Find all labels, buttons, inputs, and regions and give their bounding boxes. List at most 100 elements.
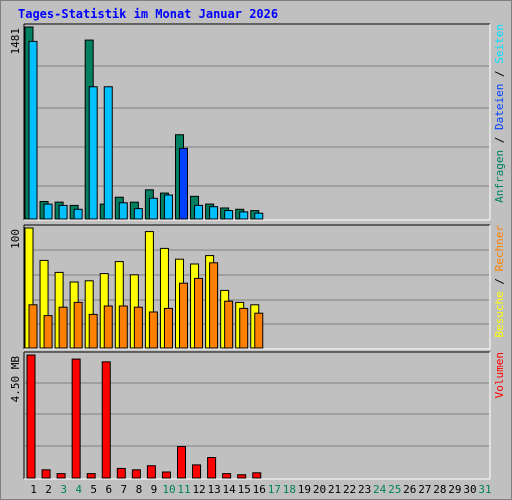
bar-top-dateien-day-8 — [133, 208, 143, 220]
x-tick-label-day-6: 6 — [105, 483, 112, 496]
bar-bottom-volumen-day-13 — [207, 457, 217, 479]
bar-bottom-volumen-day-6 — [101, 361, 111, 479]
legend-rechner: Rechner — [493, 225, 506, 272]
x-tick-label-day-19: 19 — [298, 483, 311, 496]
bar-top-dateien-day-12 — [194, 204, 204, 220]
bar-middle-rechner-day-7 — [118, 305, 128, 349]
x-tick-label-day-22: 22 — [343, 483, 356, 496]
bar-bottom-volumen-day-5 — [86, 473, 96, 479]
x-tick-label-day-5: 5 — [90, 483, 97, 496]
bar-bottom-volumen-day-12 — [192, 464, 202, 479]
x-tick-label-day-29: 29 — [448, 483, 461, 496]
legend-separator: / — [493, 64, 506, 84]
bar-middle-rechner-day-6 — [103, 305, 113, 349]
x-tick-label-day-30: 30 — [463, 483, 476, 496]
x-tick-label-day-26: 26 — [403, 483, 416, 496]
bar-middle-rechner-day-11 — [179, 282, 188, 349]
legend-besuche: Besuche — [493, 291, 506, 337]
bar-bottom-volumen-day-8 — [131, 469, 141, 479]
bar-top-dateien-day-6 — [103, 86, 113, 220]
legend-top: Anfragen / Dateien / Seiten — [493, 24, 506, 203]
bar-bottom-volumen-day-10 — [161, 471, 171, 479]
x-tick-label-day-10: 10 — [162, 483, 175, 496]
x-tick-label-day-8: 8 — [136, 483, 143, 496]
bar-bottom-volumen-day-9 — [146, 465, 156, 479]
bar-middle-rechner-day-5 — [88, 313, 98, 349]
x-tick-label-day-1: 1 — [30, 483, 37, 496]
bar-top-dateien-day-16 — [254, 212, 264, 220]
bar-top-dateien-day-15 — [239, 211, 249, 220]
plot-area — [24, 24, 490, 220]
bar-middle-rechner-day-8 — [133, 306, 143, 349]
x-tick-label-day-4: 4 — [75, 483, 82, 496]
bar-middle-rechner-day-14 — [224, 300, 234, 349]
legend-bottom: Volumen — [493, 352, 506, 398]
panel-bottom: 4.50 MB — [9, 351, 491, 480]
x-tick-label-day-14: 14 — [223, 483, 237, 496]
bar-top-dateien-day-13 — [209, 206, 219, 220]
bar-bottom-volumen-day-3 — [56, 473, 66, 479]
panel-top: 1481 — [9, 23, 491, 221]
bar-middle-rechner-day-3 — [58, 306, 68, 349]
y-tick-label: 1481 — [9, 28, 22, 55]
x-tick-label-day-23: 23 — [358, 483, 371, 496]
panel-middle: 100 — [9, 224, 491, 350]
bar-middle-rechner-day-9 — [148, 311, 158, 349]
x-tick-label-day-24: 24 — [373, 483, 387, 496]
chart-title: Tages-Statistik im Monat Januar 2026 — [18, 7, 279, 21]
x-tick-label-day-27: 27 — [418, 483, 431, 496]
y-tick-label: 100 — [9, 229, 22, 249]
bar-top-dateien-day-2 — [43, 203, 53, 220]
bar-top-dateien-day-3 — [58, 204, 68, 220]
legend-volumen: Volumen — [493, 352, 506, 398]
x-tick-label-day-31: 31 — [478, 483, 491, 496]
legend-separator: / — [493, 271, 506, 291]
bar-middle-rechner-day-2 — [43, 315, 53, 349]
bar-bottom-volumen-day-11 — [177, 446, 186, 479]
bar-top-dateien-day-1 — [28, 40, 38, 220]
bar-top-dateien-day-10 — [163, 194, 173, 220]
bar-middle-rechner-day-15 — [239, 307, 249, 349]
x-tick-label-day-3: 3 — [60, 483, 67, 496]
x-tick-label-day-20: 20 — [313, 483, 326, 496]
x-tick-label-day-2: 2 — [45, 483, 52, 496]
bar-bottom-volumen-day-14 — [222, 473, 232, 479]
bar-middle-rechner-day-12 — [194, 277, 204, 349]
bar-bottom-volumen-day-2 — [41, 469, 51, 479]
bar-bottom-volumen-day-7 — [116, 467, 126, 479]
x-tick-label-day-7: 7 — [121, 483, 128, 496]
x-tick-label-day-21: 21 — [328, 483, 341, 496]
x-tick-label-day-13: 13 — [208, 483, 221, 496]
bar-top-dateien-day-5 — [88, 86, 98, 220]
bar-top-dateien-day-7 — [118, 202, 128, 220]
bar-top-dateien-day-4 — [73, 208, 83, 220]
x-tick-label-day-15: 15 — [238, 483, 251, 496]
bar-bottom-volumen-day-1 — [26, 354, 36, 479]
bar-middle-rechner-day-16 — [254, 312, 264, 349]
bar-middle-rechner-day-13 — [209, 262, 219, 349]
bar-bottom-volumen-day-4 — [71, 358, 81, 479]
x-tick-label-day-17: 17 — [268, 483, 281, 496]
bar-middle-rechner-day-1 — [28, 304, 38, 349]
legend-seiten: Seiten — [493, 24, 506, 64]
bar-bottom-volumen-day-15 — [237, 474, 247, 479]
legend-dateien: Dateien — [493, 84, 506, 130]
x-tick-label-day-28: 28 — [433, 483, 446, 496]
x-tick-label-day-11: 11 — [177, 483, 190, 496]
bar-top-dateien-day-9 — [148, 197, 158, 220]
bar-top-dateien-day-14 — [224, 210, 234, 220]
bar-middle-rechner-day-4 — [73, 301, 83, 349]
y-tick-label: 4.50 MB — [9, 356, 22, 403]
bar-bottom-volumen-day-16 — [252, 472, 262, 479]
legend-middle: Besuche / Rechner — [493, 225, 506, 338]
x-tick-label-day-16: 16 — [253, 483, 266, 496]
bar-middle-rechner-day-10 — [163, 307, 173, 349]
x-tick-label-day-12: 12 — [192, 483, 205, 496]
plot-area — [24, 352, 490, 479]
x-tick-label-day-25: 25 — [388, 483, 401, 496]
legend-anfragen: Anfragen — [493, 150, 506, 203]
bar-top-dateien-day-11 — [179, 147, 188, 220]
x-tick-label-day-18: 18 — [283, 483, 296, 496]
legend-separator: / — [493, 130, 506, 150]
